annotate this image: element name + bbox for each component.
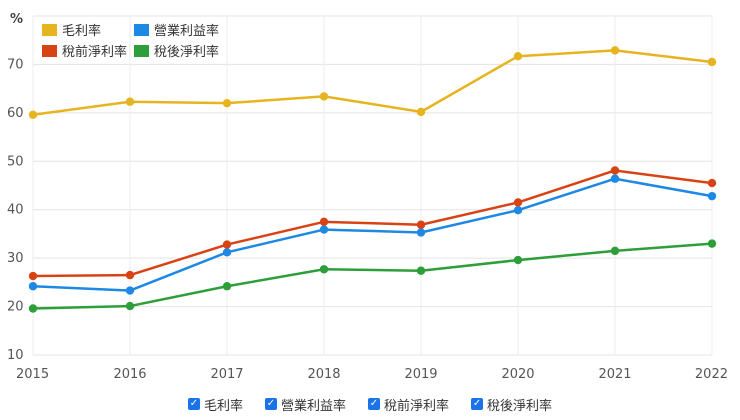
series-line — [32, 169, 713, 278]
y-tick-label: 50 — [7, 154, 24, 169]
data-point[interactable] — [416, 228, 426, 237]
line-chart: 10 20 30 40 50 60 70% 2015 2016 2017 2018 2019 2020 2… — [7, 12, 728, 382]
data-point[interactable] — [222, 248, 232, 257]
data-point[interactable] — [319, 265, 329, 274]
legend-toggle-pretax-margin[interactable]: ✓ 稅前淨利率 — [368, 395, 449, 414]
legend-swatch — [134, 45, 149, 57]
x-tick-label: 2022 — [695, 367, 728, 382]
data-point[interactable] — [125, 97, 135, 106]
legend-label: 營業利益率 — [154, 23, 219, 39]
legend-swatch — [42, 24, 57, 36]
axes: 10 20 30 40 50 60 70% 2015 2016 2017 2018 2019 2020 2… — [7, 12, 728, 382]
x-tick-label: 2015 — [16, 367, 49, 382]
legend-toggle-net-margin[interactable]: ✓ 稅後淨利率 — [471, 395, 552, 414]
data-point[interactable] — [222, 98, 232, 108]
series-line — [32, 49, 713, 117]
y-tick-label: 10 — [7, 348, 24, 363]
data-point[interactable] — [28, 110, 38, 119]
data-point[interactable] — [222, 282, 232, 291]
data-point[interactable] — [319, 217, 329, 227]
series-line — [32, 242, 713, 310]
series — [28, 46, 717, 313]
y-tick-label: 30 — [7, 251, 24, 266]
data-point[interactable] — [416, 107, 426, 117]
check-icon[interactable]: ✓ — [187, 398, 200, 410]
bottom-legend: ✓ 毛利率 ✓ 營業利益率 ✓ 稅前淨利率 ✓ 稅後淨利率 — [0, 393, 740, 415]
y-tick-label: 70 — [7, 57, 24, 72]
y-unit-label: % — [10, 12, 23, 27]
legend-toggle-label: 稅前淨利率 — [384, 398, 450, 414]
y-tick-label: 60 — [7, 106, 24, 121]
legend-label: 稅後淨利率 — [154, 44, 219, 60]
legend-toggle-label: 稅後淨利率 — [487, 398, 553, 414]
legend-toggle-label: 毛利率 — [203, 398, 243, 414]
series-line — [32, 177, 713, 292]
legend-swatch — [134, 24, 149, 36]
data-point[interactable] — [610, 166, 620, 175]
y-tick-label: 20 — [7, 300, 24, 315]
x-tick-label: 2020 — [501, 367, 534, 382]
legend-toggle-operating-margin[interactable]: ✓ 營業利益率 — [264, 395, 346, 414]
data-point[interactable] — [610, 174, 620, 183]
data-point[interactable] — [125, 270, 135, 280]
check-icon[interactable]: ✓ — [368, 398, 380, 410]
data-point[interactable] — [610, 246, 620, 256]
check-icon[interactable]: ✓ — [471, 398, 484, 410]
x-tick-label: 2018 — [307, 367, 340, 382]
data-point[interactable] — [610, 46, 620, 55]
data-point[interactable] — [707, 191, 717, 201]
data-point[interactable] — [125, 286, 135, 295]
check-icon[interactable]: ✓ — [264, 398, 277, 410]
legend-label: 毛利率 — [62, 23, 101, 39]
x-tick-label: 2017 — [210, 367, 243, 382]
legend-toggle-label: 營業利益率 — [280, 398, 346, 414]
data-point[interactable] — [513, 51, 523, 61]
data-point[interactable] — [513, 205, 523, 215]
x-tick-label: 2021 — [598, 367, 631, 382]
data-point[interactable] — [707, 178, 717, 188]
data-point[interactable] — [28, 271, 38, 281]
data-point[interactable] — [707, 239, 717, 248]
legend-label: 稅前淨利率 — [62, 44, 127, 60]
data-point[interactable] — [319, 225, 329, 234]
data-point[interactable] — [513, 198, 523, 207]
grid — [32, 15, 713, 356]
data-point[interactable] — [28, 282, 38, 291]
legend-toggle-gross-margin[interactable]: ✓ 毛利率 — [187, 395, 243, 414]
data-point[interactable] — [125, 301, 135, 311]
data-point[interactable] — [416, 266, 426, 275]
data-point[interactable] — [707, 57, 717, 67]
legend-swatch — [42, 45, 57, 57]
data-point[interactable] — [513, 255, 523, 265]
data-point[interactable] — [416, 220, 426, 229]
data-point[interactable] — [222, 240, 232, 249]
y-tick-label: 40 — [7, 203, 24, 218]
data-point[interactable] — [28, 304, 38, 313]
x-tick-label: 2016 — [113, 367, 146, 382]
data-point[interactable] — [319, 92, 329, 101]
x-tick-label: 2019 — [404, 367, 437, 382]
